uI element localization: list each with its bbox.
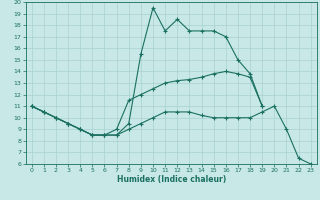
X-axis label: Humidex (Indice chaleur): Humidex (Indice chaleur): [116, 175, 226, 184]
